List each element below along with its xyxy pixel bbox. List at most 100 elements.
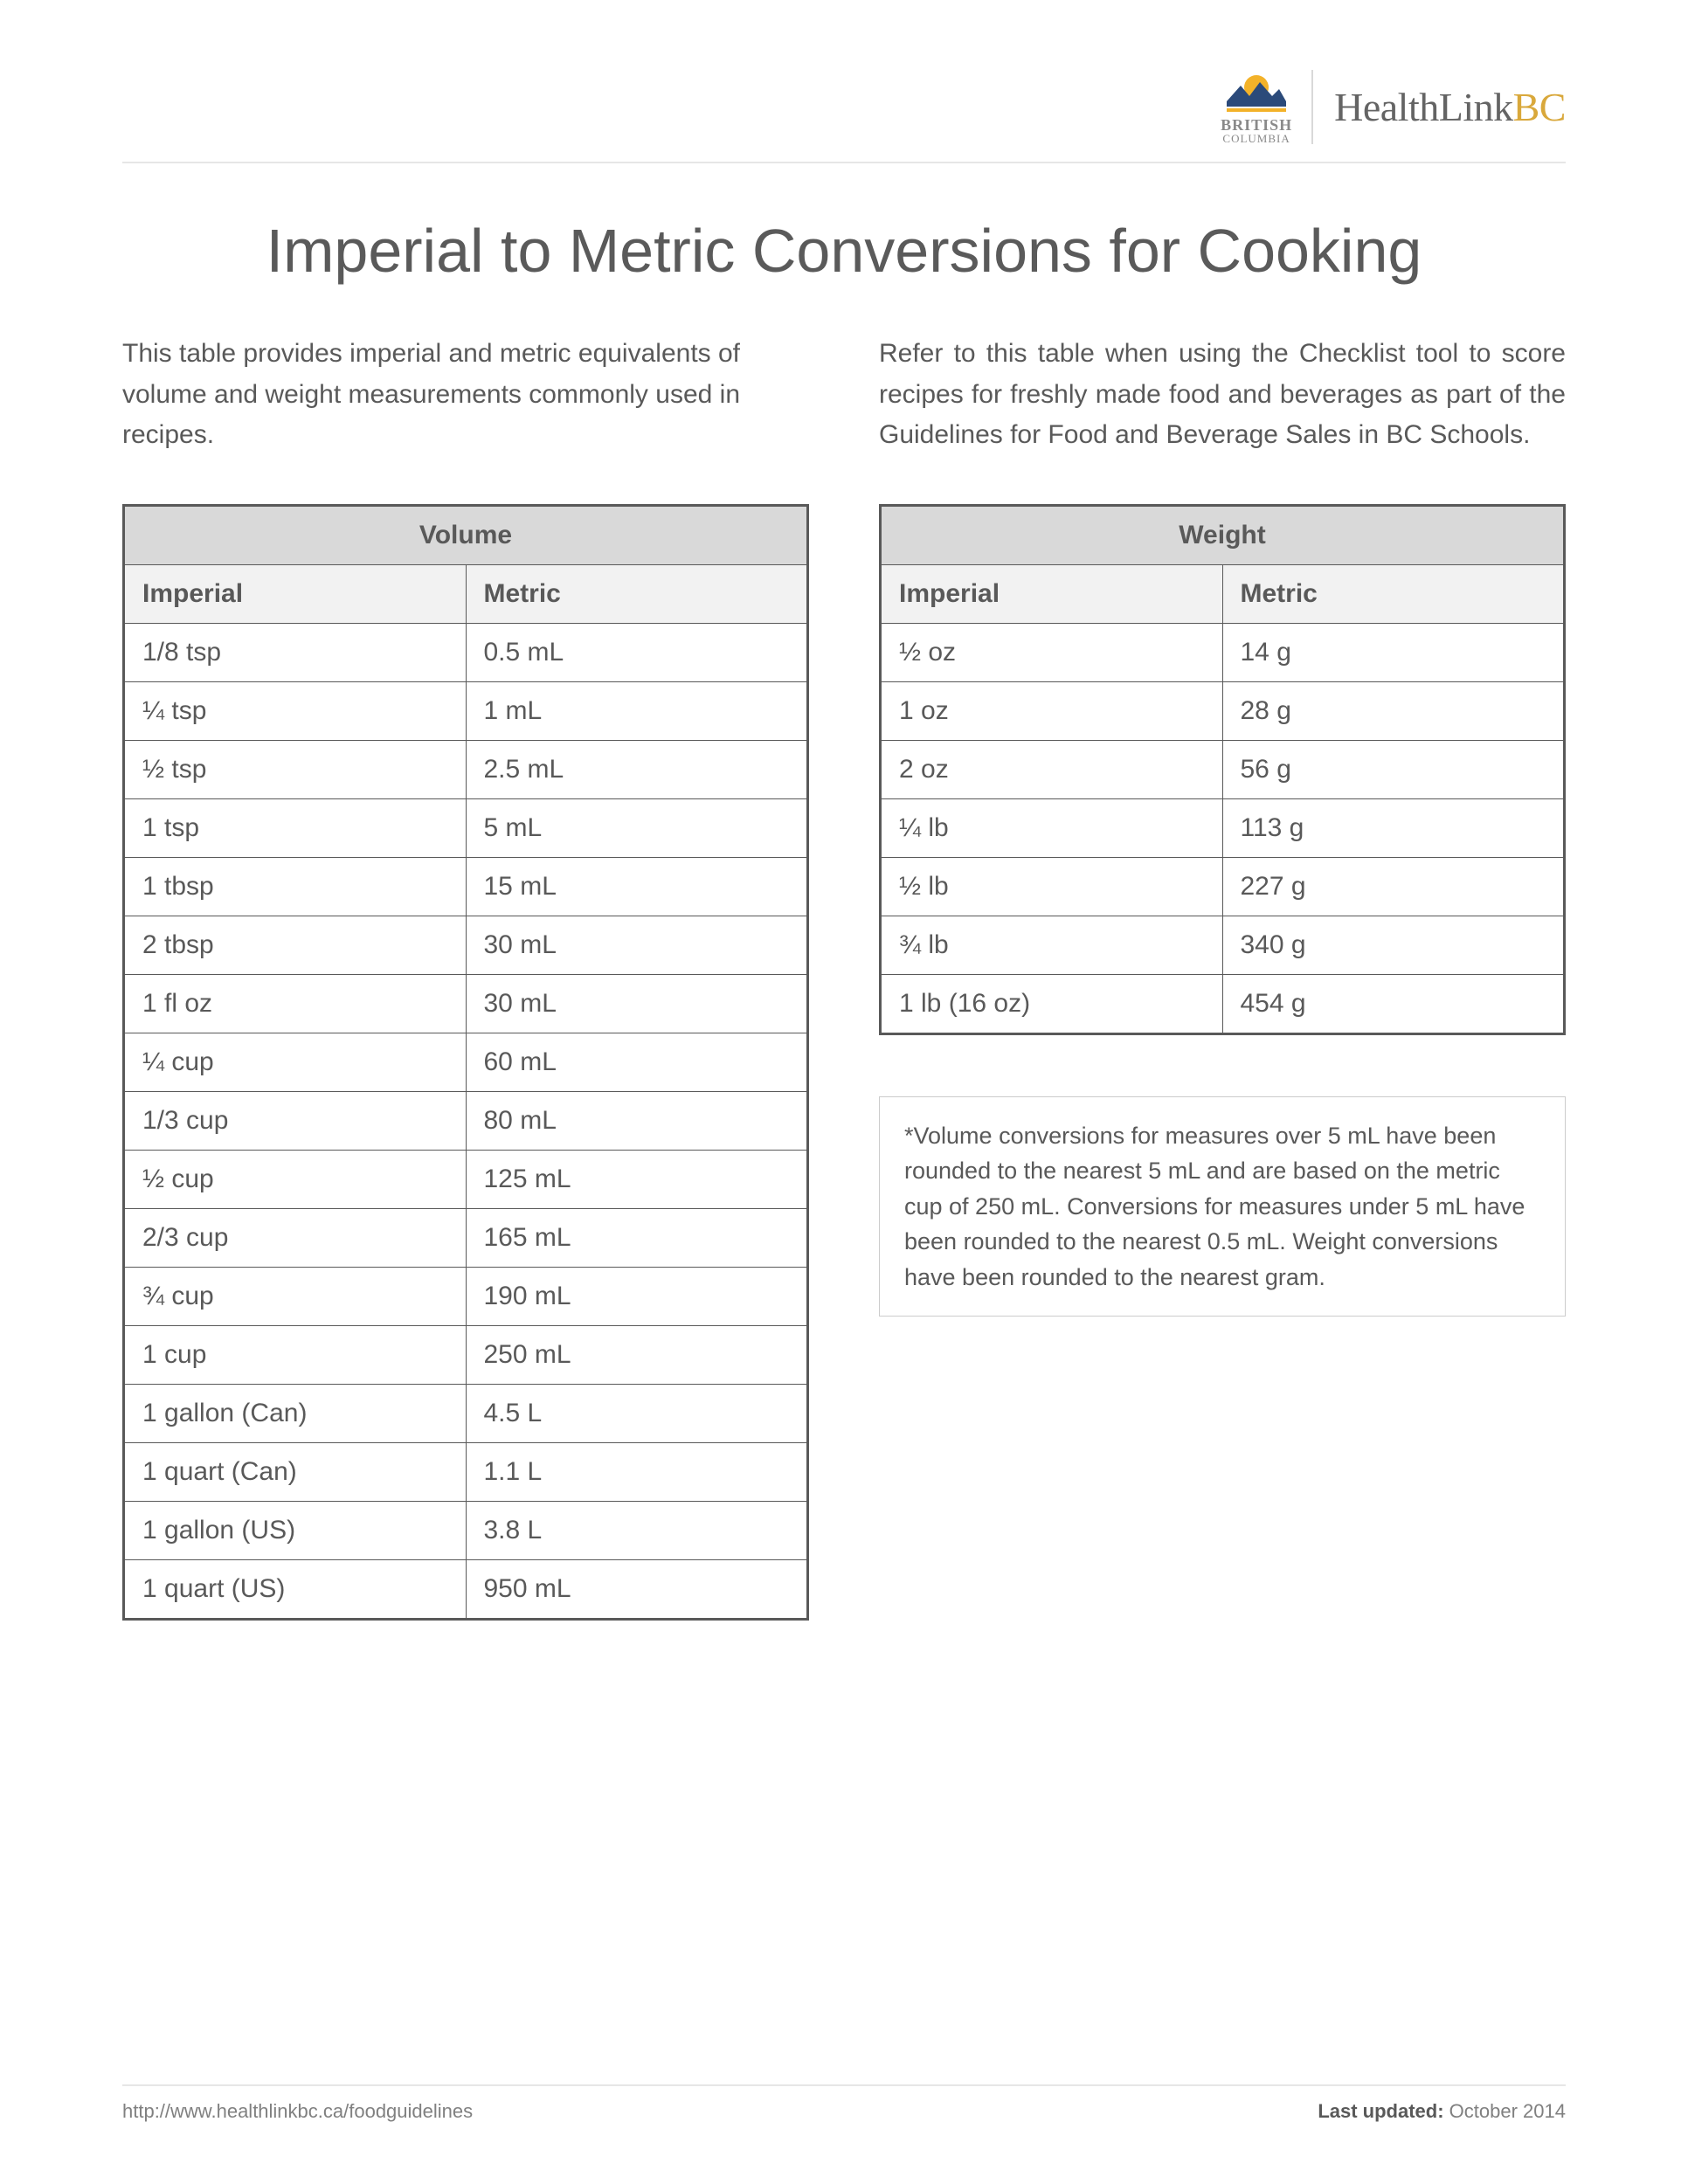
weight-table: WeightImperialMetric½ oz14 g1 oz28 g2 oz… [879, 504, 1566, 1035]
table-cell: 227 g [1222, 857, 1565, 916]
table-cell: 1/8 tsp [124, 623, 467, 681]
table-cell: 5 mL [466, 798, 808, 857]
table-row: ¾ lb340 g [881, 916, 1565, 974]
table-cell: ¾ lb [881, 916, 1223, 974]
bc-logo-text-top: BRITISH [1221, 117, 1292, 133]
right-column: Refer to this table when using the Check… [879, 334, 1566, 1621]
table-cell: 1 quart (Can) [124, 1442, 467, 1501]
table-title: Weight [881, 505, 1565, 564]
footer-updated-value: October 2014 [1444, 2100, 1566, 2122]
left-column: This table provides imperial and metric … [122, 334, 809, 1621]
table-title: Volume [124, 505, 808, 564]
table-cell: 125 mL [466, 1150, 808, 1208]
bc-crest-icon [1221, 70, 1291, 115]
table-cell: 950 mL [466, 1559, 808, 1619]
table-cell: 1 cup [124, 1325, 467, 1384]
table-cell: 4.5 L [466, 1384, 808, 1442]
bc-logo-text-sub: COLUMBIA [1222, 133, 1290, 144]
table-cell: ½ oz [881, 623, 1223, 681]
table-cell: 1 tbsp [124, 857, 467, 916]
table-row: 1 gallon (Can)4.5 L [124, 1384, 808, 1442]
table-cell: 1 fl oz [124, 974, 467, 1033]
table-cell: 165 mL [466, 1208, 808, 1267]
table-row: ½ cup125 mL [124, 1150, 808, 1208]
table-row: ¼ tsp1 mL [124, 681, 808, 740]
footer-updated: Last updated: October 2014 [1318, 2100, 1566, 2123]
footer: http://www.healthlinkbc.ca/foodguideline… [122, 2084, 1566, 2123]
table-cell: 250 mL [466, 1325, 808, 1384]
table-row: 2 tbsp30 mL [124, 916, 808, 974]
table-row: 1 oz28 g [881, 681, 1565, 740]
table-cell: 2/3 cup [124, 1208, 467, 1267]
intro-left: This table provides imperial and metric … [122, 334, 809, 456]
table-cell: 80 mL [466, 1091, 808, 1150]
table-cell: 0.5 mL [466, 623, 808, 681]
healthlink-suffix: BC [1513, 84, 1566, 130]
table-cell: 340 g [1222, 916, 1565, 974]
column-header: Imperial [881, 564, 1223, 623]
table-cell: 3.8 L [466, 1501, 808, 1559]
table-cell: 28 g [1222, 681, 1565, 740]
table-cell: 1 gallon (Can) [124, 1384, 467, 1442]
table-cell: 2 oz [881, 740, 1223, 798]
table-cell: 113 g [1222, 798, 1565, 857]
content-columns: This table provides imperial and metric … [122, 334, 1566, 1621]
table-row: ¼ lb113 g [881, 798, 1565, 857]
table-row: 1 fl oz30 mL [124, 974, 808, 1033]
table-row: 1 lb (16 oz)454 g [881, 974, 1565, 1033]
table-cell: 454 g [1222, 974, 1565, 1033]
table-cell: 56 g [1222, 740, 1565, 798]
bc-logo: BRITISH COLUMBIA [1221, 70, 1313, 144]
table-cell: 1 oz [881, 681, 1223, 740]
table-cell: ¼ lb [881, 798, 1223, 857]
footer-updated-label: Last updated: [1318, 2100, 1443, 2122]
table-cell: ¼ tsp [124, 681, 467, 740]
page-title: Imperial to Metric Conversions for Cooki… [122, 216, 1566, 286]
table-cell: ¾ cup [124, 1267, 467, 1325]
table-row: ¼ cup60 mL [124, 1033, 808, 1091]
table-cell: 190 mL [466, 1267, 808, 1325]
table-row: 1 quart (Can)1.1 L [124, 1442, 808, 1501]
column-header: Metric [466, 564, 808, 623]
table-cell: 1/3 cup [124, 1091, 467, 1150]
table-cell: 1 quart (US) [124, 1559, 467, 1619]
table-cell: ½ tsp [124, 740, 467, 798]
table-row: 1 cup250 mL [124, 1325, 808, 1384]
table-cell: 30 mL [466, 916, 808, 974]
table-row: 1 tbsp15 mL [124, 857, 808, 916]
footnote: *Volume conversions for measures over 5 … [879, 1096, 1566, 1317]
table-cell: 15 mL [466, 857, 808, 916]
table-cell: 1 lb (16 oz) [881, 974, 1223, 1033]
table-cell: 1 mL [466, 681, 808, 740]
footer-url: http://www.healthlinkbc.ca/foodguideline… [122, 2100, 473, 2123]
table-row: 1/3 cup80 mL [124, 1091, 808, 1150]
healthlink-logo: HealthLinkBC [1334, 84, 1566, 130]
table-row: 1 quart (US)950 mL [124, 1559, 808, 1619]
table-row: 1/8 tsp0.5 mL [124, 623, 808, 681]
table-cell: 1.1 L [466, 1442, 808, 1501]
table-cell: 2 tbsp [124, 916, 467, 974]
table-row: 2/3 cup165 mL [124, 1208, 808, 1267]
table-cell: 30 mL [466, 974, 808, 1033]
table-cell: 14 g [1222, 623, 1565, 681]
table-row: ½ oz14 g [881, 623, 1565, 681]
column-header: Metric [1222, 564, 1565, 623]
table-cell: ½ lb [881, 857, 1223, 916]
volume-table: VolumeImperialMetric1/8 tsp0.5 mL¼ tsp1 … [122, 504, 809, 1621]
table-row: ½ lb227 g [881, 857, 1565, 916]
table-row: 1 gallon (US)3.8 L [124, 1501, 808, 1559]
table-cell: ¼ cup [124, 1033, 467, 1091]
table-row: 1 tsp5 mL [124, 798, 808, 857]
table-cell: 2.5 mL [466, 740, 808, 798]
table-row: ¾ cup190 mL [124, 1267, 808, 1325]
header: BRITISH COLUMBIA HealthLinkBC [122, 70, 1566, 163]
intro-right: Refer to this table when using the Check… [879, 334, 1566, 456]
column-header: Imperial [124, 564, 467, 623]
table-row: 2 oz56 g [881, 740, 1565, 798]
healthlink-prefix: HealthLink [1334, 84, 1513, 130]
table-cell: 60 mL [466, 1033, 808, 1091]
table-row: ½ tsp2.5 mL [124, 740, 808, 798]
table-cell: ½ cup [124, 1150, 467, 1208]
table-cell: 1 gallon (US) [124, 1501, 467, 1559]
table-cell: 1 tsp [124, 798, 467, 857]
